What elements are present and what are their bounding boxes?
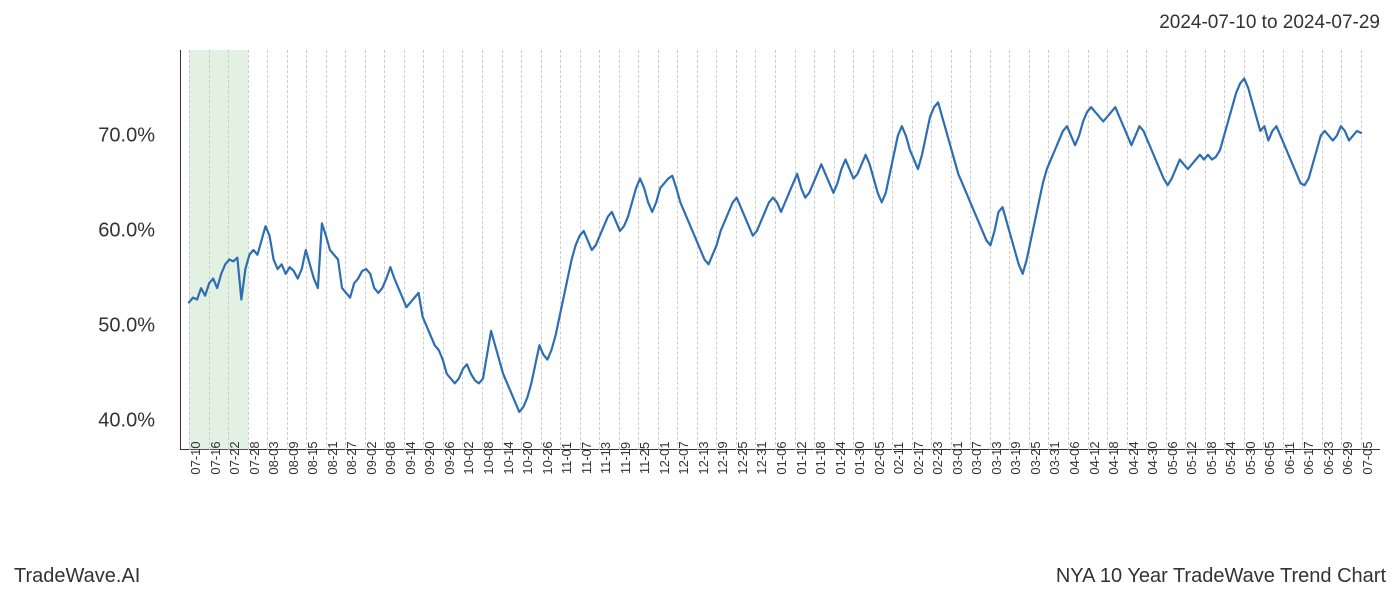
x-tick-label: 08-27 <box>344 441 359 474</box>
x-tick-label: 08-21 <box>325 441 340 474</box>
x-tick-label: 04-24 <box>1126 441 1141 474</box>
x-tick-label: 03-13 <box>989 441 1004 474</box>
chart-container: 40.0%50.0%60.0%70.0% 07-1007-1607-2207-2… <box>180 50 1380 480</box>
x-tick-label: 09-20 <box>422 441 437 474</box>
x-tick-label: 01-06 <box>774 441 789 474</box>
y-tick-label: 70.0% <box>98 124 155 147</box>
line-series <box>181 50 1381 450</box>
x-tick-label: 08-03 <box>266 441 281 474</box>
x-tick-label: 03-31 <box>1047 441 1062 474</box>
x-tick-label: 01-18 <box>813 441 828 474</box>
x-tick-label: 04-06 <box>1067 441 1082 474</box>
x-tick-label: 06-17 <box>1301 441 1316 474</box>
x-tick-label: 01-12 <box>794 441 809 474</box>
x-tick-label: 06-23 <box>1321 441 1336 474</box>
x-tick-label: 05-06 <box>1165 441 1180 474</box>
x-tick-label: 11-01 <box>559 442 574 474</box>
x-tick-label: 12-31 <box>754 441 769 474</box>
x-tick-label: 07-05 <box>1360 441 1375 474</box>
x-tick-label: 11-25 <box>637 442 652 474</box>
x-tick-label: 02-11 <box>891 442 906 474</box>
x-tick-label: 05-12 <box>1184 441 1199 474</box>
x-tick-label: 06-29 <box>1340 441 1355 474</box>
x-tick-label: 12-01 <box>657 441 672 474</box>
x-tick-label: 07-16 <box>208 441 223 474</box>
x-tick-label: 03-19 <box>1008 441 1023 474</box>
x-tick-label: 01-30 <box>852 441 867 474</box>
x-tick-label: 07-22 <box>227 441 242 474</box>
x-tick-label: 04-12 <box>1087 441 1102 474</box>
x-tick-label: 08-09 <box>286 441 301 474</box>
y-tick-label: 50.0% <box>98 315 155 338</box>
x-tick-label: 04-18 <box>1106 441 1121 474</box>
x-tick-label: 12-19 <box>715 441 730 474</box>
x-tick-label: 11-07 <box>579 442 594 474</box>
x-tick-label: 05-24 <box>1223 441 1238 474</box>
x-tick-label: 12-25 <box>735 441 750 474</box>
x-tick-label: 05-18 <box>1204 441 1219 474</box>
x-tick-label: 04-30 <box>1145 441 1160 474</box>
x-tick-label: 02-23 <box>930 441 945 474</box>
x-tick-label: 11-13 <box>598 442 613 474</box>
x-tick-label: 12-07 <box>676 441 691 474</box>
x-tick-label: 09-02 <box>364 441 379 474</box>
x-tick-label: 02-05 <box>872 441 887 474</box>
x-tick-label: 10-02 <box>461 441 476 474</box>
x-tick-label: 11-19 <box>618 442 633 474</box>
x-tick-label: 06-11 <box>1282 442 1297 474</box>
x-tick-label: 01-24 <box>833 441 848 474</box>
x-tick-label: 08-15 <box>305 441 320 474</box>
chart-title: NYA 10 Year TradeWave Trend Chart <box>1056 565 1386 588</box>
x-tick-label: 05-30 <box>1243 441 1258 474</box>
x-tick-label: 03-25 <box>1028 441 1043 474</box>
x-tick-label: 07-28 <box>247 441 262 474</box>
x-tick-label: 09-08 <box>383 441 398 474</box>
x-tick-label: 07-10 <box>188 441 203 474</box>
x-tick-label: 10-08 <box>481 441 496 474</box>
date-range-label: 2024-07-10 to 2024-07-29 <box>1159 12 1380 34</box>
brand-label: TradeWave.AI <box>14 565 140 588</box>
x-tick-label: 09-26 <box>442 441 457 474</box>
x-tick-label: 10-20 <box>520 441 535 474</box>
y-tick-label: 60.0% <box>98 219 155 242</box>
plot-region <box>180 50 1380 450</box>
x-tick-label: 03-01 <box>950 441 965 474</box>
x-tick-label: 03-07 <box>969 441 984 474</box>
x-tick-label: 10-14 <box>501 441 516 474</box>
y-tick-label: 40.0% <box>98 410 155 433</box>
x-tick-label: 02-17 <box>911 441 926 474</box>
x-tick-label: 06-05 <box>1262 441 1277 474</box>
x-tick-label: 10-26 <box>540 441 555 474</box>
x-tick-label: 12-13 <box>696 441 711 474</box>
x-tick-label: 09-14 <box>403 441 418 474</box>
